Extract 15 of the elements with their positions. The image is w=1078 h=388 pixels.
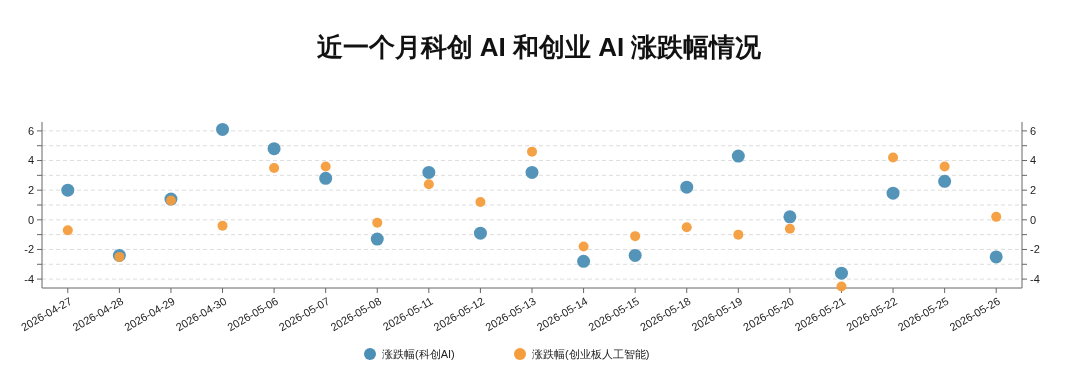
- y2-tick-label: -2: [1030, 243, 1040, 256]
- legend-label: 涨跌幅(科创AI): [382, 347, 455, 360]
- y-tick-label: 2: [27, 184, 34, 197]
- y-tick-label: -4: [24, 272, 34, 285]
- y2-tick-label: -4: [1030, 272, 1040, 285]
- y2-tick-label: 4: [1030, 154, 1037, 167]
- y2-tick-label: 2: [1030, 184, 1037, 197]
- chart-title: 近一个月科创 AI 和创业 AI 涨跌幅情况: [316, 32, 763, 62]
- y-tick-label: 4: [27, 154, 34, 167]
- legend-label: 涨跌幅(创业板人工智能): [532, 347, 650, 360]
- y-tick-label: 0: [27, 213, 34, 226]
- y-tick-label: -2: [24, 243, 34, 256]
- y-tick-label: 6: [27, 124, 34, 137]
- y2-tick-label: 6: [1030, 124, 1037, 137]
- y2-tick-label: 0: [1030, 213, 1037, 226]
